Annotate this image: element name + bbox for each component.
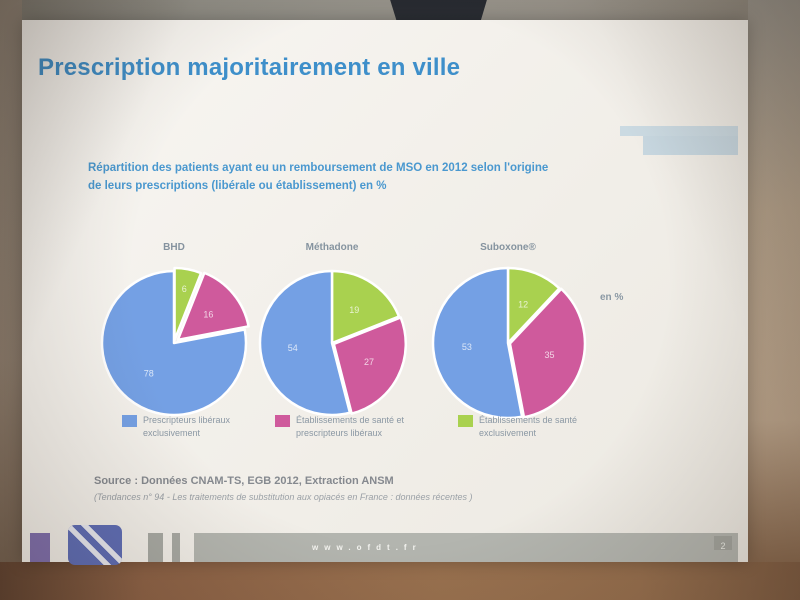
- legend-label: Établissements de santé exclusivement: [479, 415, 578, 438]
- pie-chart-suboxone: 12 35 53: [431, 266, 587, 420]
- pie-chart-bhd: 6 16 78: [100, 266, 250, 417]
- footer-purple-block: [30, 533, 50, 562]
- legend-item: Établissements de santé et prescripteurs…: [275, 414, 418, 439]
- legend-swatch-pink: [275, 415, 290, 427]
- wall-right: [748, 0, 800, 600]
- source-text: Source : Données CNAM-TS, EGB 2012, Extr…: [94, 475, 394, 487]
- pie-slice: [176, 271, 250, 342]
- source-reference: (Tendances n° 94 - Les traitements de su…: [94, 492, 473, 502]
- pie-slice: [100, 269, 248, 417]
- legend-swatch-green: [458, 415, 473, 427]
- pie-value-label: 35: [545, 350, 555, 360]
- pie-value-label: 12: [518, 300, 528, 310]
- unit-label: en %: [600, 292, 624, 303]
- chart-legend: Prescripteurs libéraux exclusivement Éta…: [122, 414, 682, 439]
- wall-bottom: [0, 562, 800, 600]
- pie-slice: [173, 266, 203, 342]
- footer-bar: www.ofdt.fr 2: [194, 533, 738, 562]
- pie-title-suboxone: Suboxone®: [480, 242, 536, 253]
- pie-value-label: 54: [288, 343, 298, 353]
- ofdt-logo: [68, 525, 122, 565]
- pie-value-label: 16: [203, 310, 213, 320]
- pie-slice: [508, 287, 587, 419]
- pie-slice: [330, 269, 401, 345]
- legend-swatch-blue: [122, 415, 137, 427]
- pie-slice: [431, 266, 524, 420]
- slide-title: Prescription majoritairement en ville: [38, 54, 461, 81]
- chart-subtitle: Répartition des patients ayant eu un rem…: [88, 162, 549, 192]
- pie-title-methadone: Méthadone: [305, 242, 359, 253]
- footer-gray-tab: [172, 533, 180, 562]
- wall-left: [0, 0, 22, 600]
- legend-label: Établissements de santé et prescripteurs…: [296, 415, 405, 438]
- pie-value-label: 6: [182, 284, 187, 294]
- page-number-box: 2: [714, 536, 732, 551]
- decorative-bar: [643, 136, 738, 155]
- pie-value-label: 27: [364, 357, 374, 367]
- pie-chart-methadone: 19 27 54: [258, 269, 408, 417]
- pie-slice: [258, 269, 352, 417]
- website-url: www.ofdt.fr: [312, 543, 422, 552]
- page-number: 2: [720, 541, 726, 551]
- presentation-slide: Prescription majoritairement en ville Ré…: [22, 20, 748, 565]
- pie-title-bhd: BHD: [163, 242, 185, 253]
- legend-item: Prescripteurs libéraux exclusivement: [122, 414, 235, 439]
- footer-gray-tab: [148, 533, 163, 562]
- decorative-bar: [620, 126, 738, 136]
- legend-item: Établissements de santé exclusivement: [458, 414, 597, 439]
- pie-slice: [332, 316, 408, 415]
- legend-label: Prescripteurs libéraux exclusivement: [143, 415, 231, 438]
- pie-value-label: 78: [144, 369, 154, 379]
- pie-value-label: 53: [462, 342, 472, 352]
- pie-value-label: 19: [349, 305, 359, 315]
